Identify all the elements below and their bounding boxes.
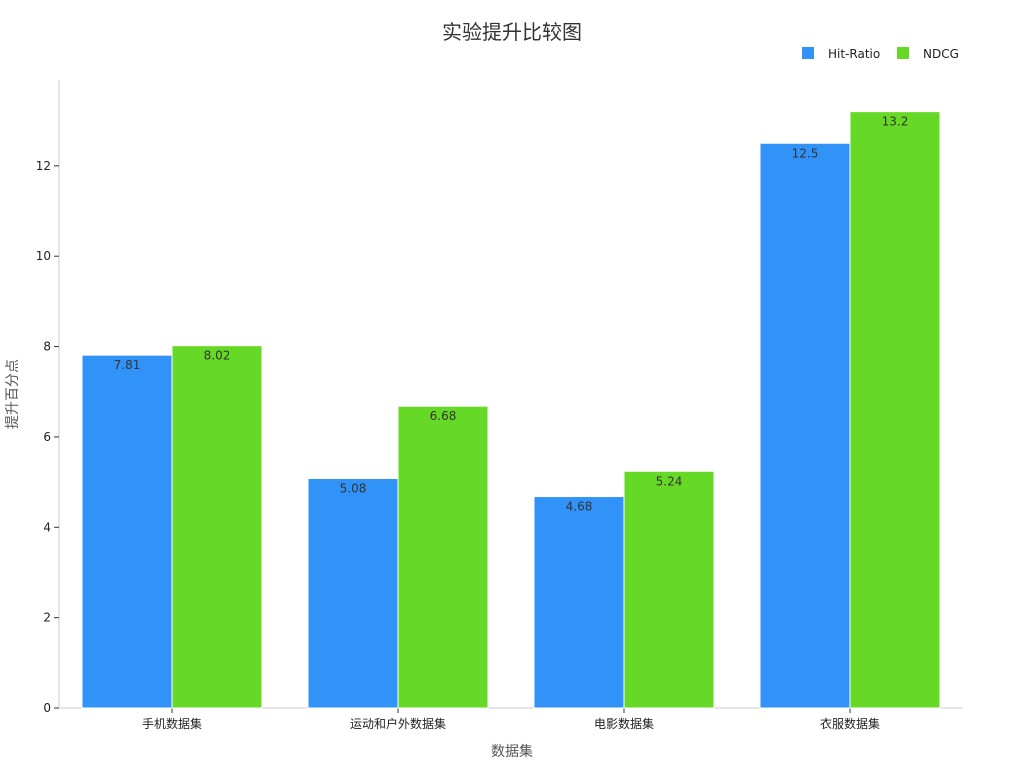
bar-value-label: 5.08	[340, 481, 367, 495]
bar-value-label: 8.02	[204, 349, 231, 363]
y-tick-label: 8	[43, 340, 51, 354]
bar-value-label: 4.68	[566, 500, 593, 514]
bar-ndcg	[171, 345, 263, 709]
chart-title: 实验提升比较图	[442, 20, 582, 44]
bar-hit-ratio	[533, 496, 625, 709]
bar-value-label: 7.81	[114, 358, 141, 372]
bar-hit-ratio	[759, 142, 851, 709]
y-tick-label: 4	[43, 520, 51, 534]
bars	[81, 111, 941, 709]
x-tick-label: 手机数据集	[142, 716, 202, 731]
bar-value-label: 6.68	[430, 409, 457, 423]
bar-ndcg	[623, 470, 715, 709]
bar-value-label: 13.2	[882, 115, 909, 129]
bar-hit-ratio	[81, 354, 173, 709]
legend-swatch-hit-ratio	[802, 47, 814, 59]
y-tick-label: 10	[36, 249, 51, 263]
x-tick-label: 衣服数据集	[820, 716, 880, 731]
bar-ndcg	[849, 111, 941, 709]
bar-hit-ratio	[307, 477, 399, 709]
y-axis-title: 提升百分点	[5, 359, 21, 429]
y-tick-label: 6	[43, 430, 51, 444]
x-tick-label: 电影数据集	[594, 716, 654, 731]
legend-swatch-ndcg	[897, 47, 909, 59]
legend-label-hit-ratio: Hit-Ratio	[828, 47, 880, 61]
bar-value-label: 12.5	[792, 146, 819, 160]
y-ticks: 0 2 4 6 8 10 12	[36, 159, 59, 715]
y-tick-label: 0	[43, 701, 51, 715]
legend: Hit-Ratio NDCG	[802, 47, 959, 61]
y-tick-label: 2	[43, 611, 51, 625]
bar-ndcg	[397, 405, 489, 709]
x-tick-label: 运动和户外数据集	[350, 716, 446, 731]
data-labels: 7.81 8.02 5.08 6.68 4.68 5.24 12.5 13.2	[114, 115, 909, 514]
legend-label-ndcg: NDCG	[923, 47, 959, 61]
bar-value-label: 5.24	[656, 474, 683, 488]
y-tick-label: 12	[36, 159, 51, 173]
x-axis-title: 数据集	[491, 743, 533, 760]
x-ticks: 手机数据集 运动和户外数据集 电影数据集 衣服数据集	[142, 708, 880, 731]
